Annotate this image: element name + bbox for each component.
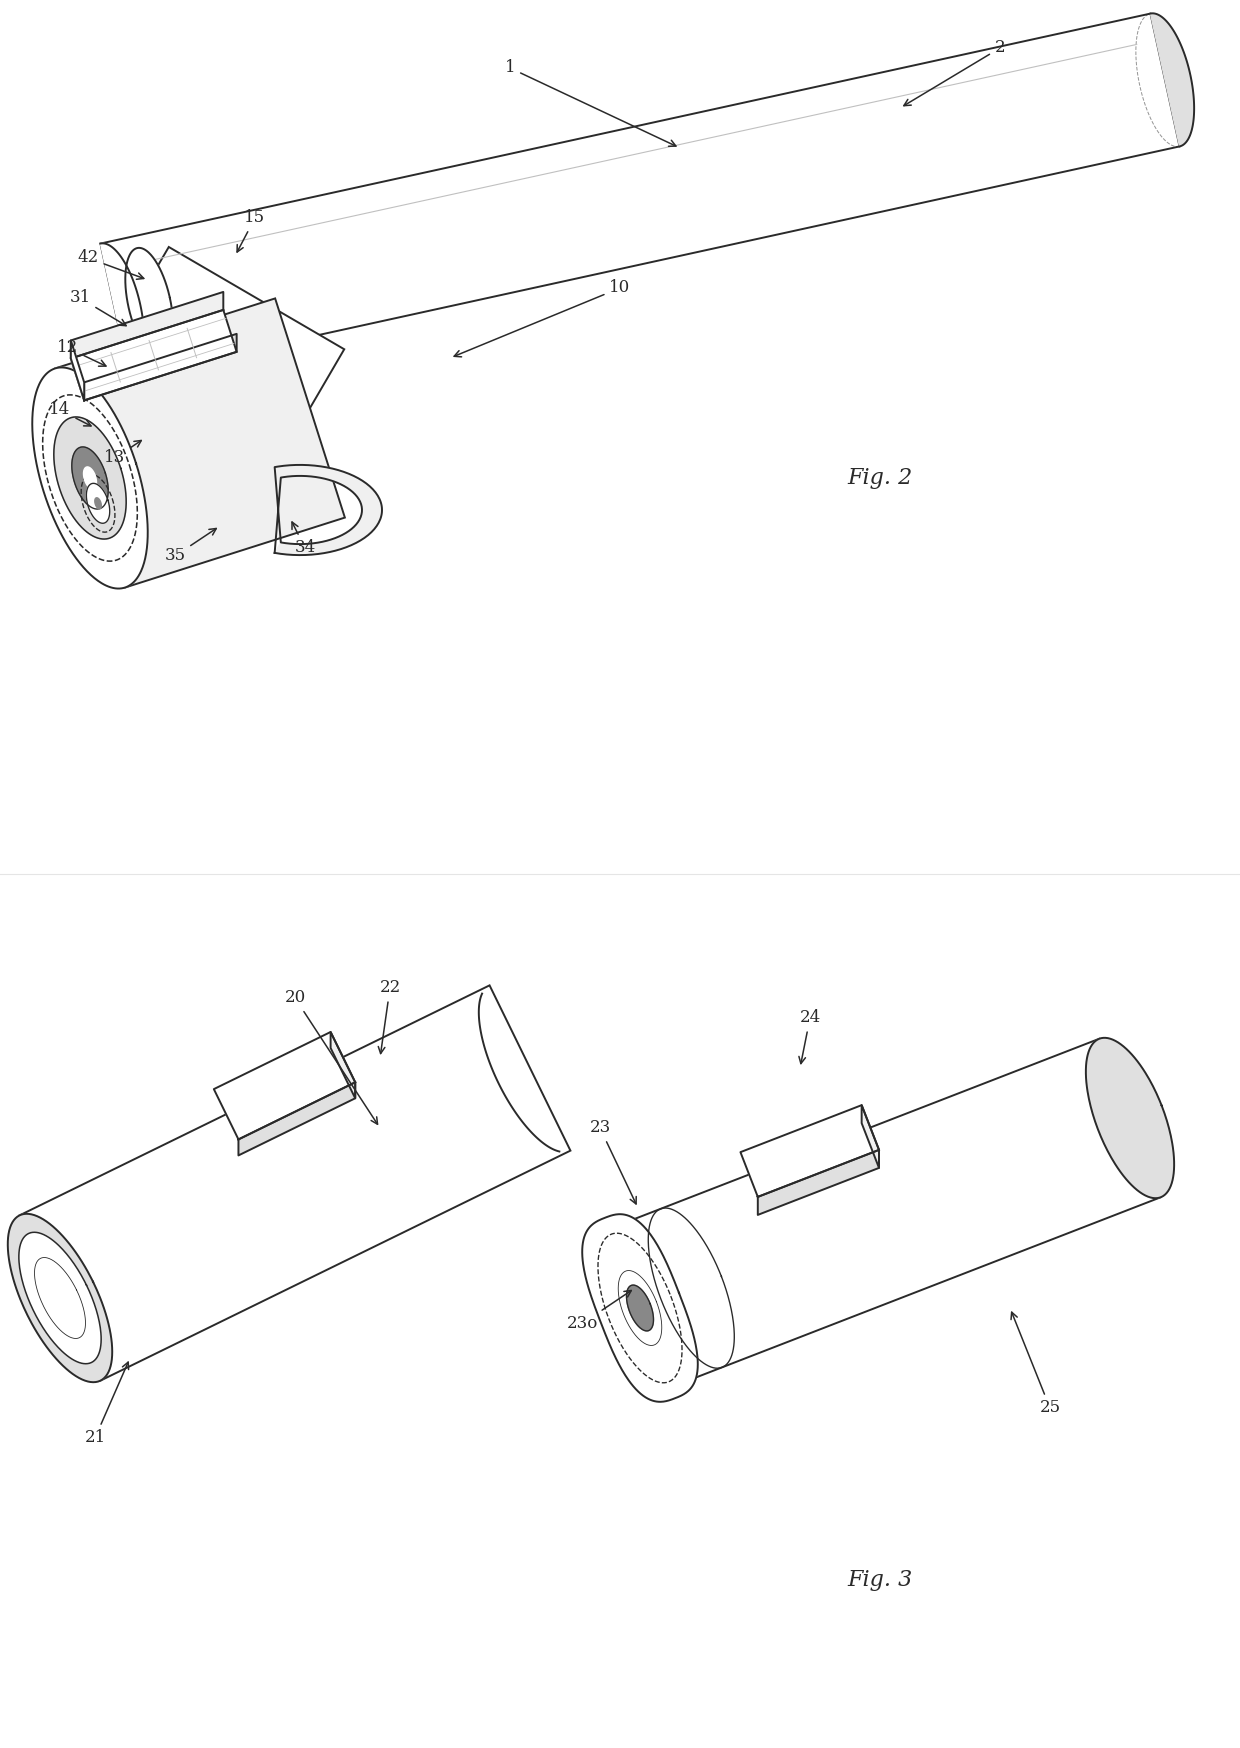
- Polygon shape: [7, 1213, 113, 1383]
- Polygon shape: [71, 309, 237, 400]
- Polygon shape: [583, 1215, 698, 1402]
- Polygon shape: [87, 484, 110, 523]
- Text: 24: 24: [799, 1010, 821, 1063]
- Polygon shape: [71, 292, 223, 358]
- Polygon shape: [94, 498, 102, 509]
- Text: 34: 34: [291, 523, 316, 556]
- Text: 10: 10: [454, 280, 631, 357]
- Text: Fig. 2: Fig. 2: [847, 467, 913, 489]
- Text: 35: 35: [165, 528, 216, 565]
- Text: 23o: 23o: [568, 1290, 631, 1332]
- Polygon shape: [100, 246, 345, 467]
- Text: 23: 23: [589, 1119, 636, 1204]
- Polygon shape: [862, 1105, 879, 1168]
- Polygon shape: [1151, 14, 1194, 147]
- Text: 42: 42: [77, 250, 144, 280]
- Polygon shape: [71, 341, 84, 400]
- Polygon shape: [53, 418, 126, 538]
- Polygon shape: [100, 243, 144, 376]
- Text: 1: 1: [505, 59, 676, 147]
- Text: 2: 2: [904, 40, 1006, 105]
- Polygon shape: [275, 465, 382, 556]
- Text: 31: 31: [69, 290, 126, 325]
- Polygon shape: [100, 14, 1179, 376]
- Text: 22: 22: [378, 979, 401, 1054]
- Text: 25: 25: [1011, 1313, 1060, 1416]
- Polygon shape: [626, 1285, 653, 1330]
- Polygon shape: [83, 467, 97, 489]
- Text: 14: 14: [50, 402, 91, 427]
- Polygon shape: [32, 367, 148, 589]
- Polygon shape: [55, 299, 345, 587]
- Polygon shape: [213, 1031, 355, 1140]
- Polygon shape: [19, 1232, 102, 1363]
- Text: 21: 21: [84, 1362, 129, 1447]
- Polygon shape: [20, 986, 570, 1381]
- Text: 15: 15: [237, 210, 265, 252]
- Polygon shape: [84, 334, 237, 400]
- Polygon shape: [1086, 1038, 1174, 1197]
- Text: 20: 20: [284, 989, 377, 1124]
- Polygon shape: [72, 447, 108, 509]
- Text: Fig. 3: Fig. 3: [847, 1570, 913, 1591]
- Polygon shape: [238, 1082, 355, 1155]
- Polygon shape: [740, 1105, 879, 1197]
- Polygon shape: [125, 248, 174, 357]
- Polygon shape: [609, 1038, 1161, 1388]
- Text: 12: 12: [57, 339, 105, 367]
- Polygon shape: [331, 1031, 355, 1098]
- Text: 13: 13: [104, 440, 141, 467]
- Polygon shape: [758, 1150, 879, 1215]
